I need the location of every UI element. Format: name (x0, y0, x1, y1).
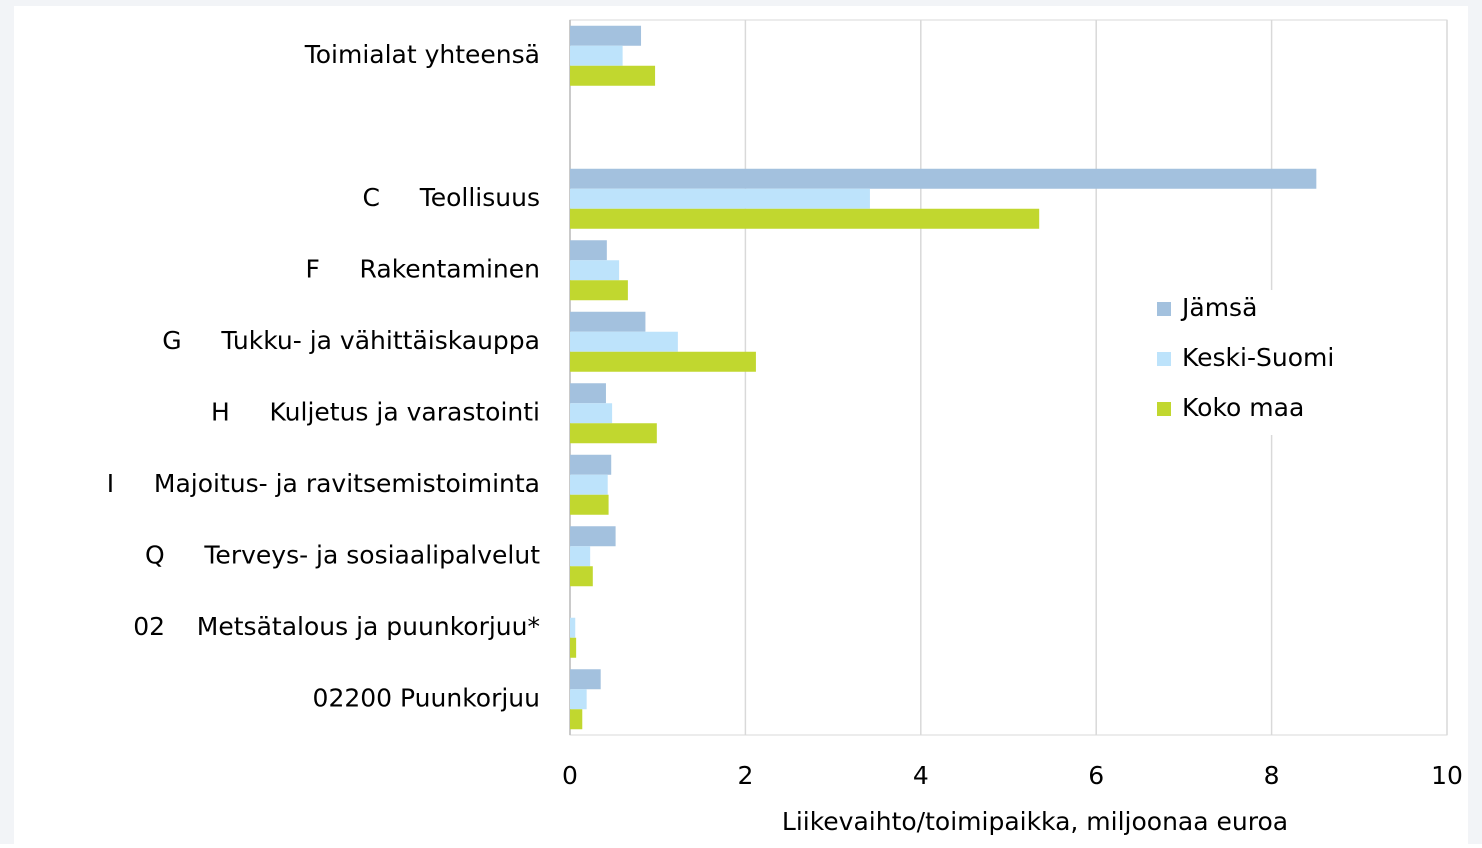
bar (570, 65, 656, 86)
legend-label: Keski-Suomi (1182, 343, 1334, 372)
bar (570, 311, 646, 332)
y-tick-label: 02200 Puunkorjuu (313, 683, 540, 712)
bar (570, 45, 623, 66)
y-tick-label: G Tukku- ja vähittäiskauppa (162, 326, 540, 355)
bar (570, 168, 1317, 189)
legend-label: Koko maa (1182, 393, 1304, 422)
x-tick-label: 0 (562, 761, 578, 790)
bar (570, 494, 609, 515)
y-tick-label: C Teollisuus (363, 183, 540, 212)
bar (570, 546, 591, 567)
bar (570, 566, 593, 587)
legend-swatch (1157, 302, 1171, 316)
bar (570, 454, 612, 475)
bar (570, 331, 678, 352)
bar (570, 280, 628, 301)
legend-box (1140, 290, 1355, 435)
y-tick-label: Toimialat yhteensä (304, 40, 540, 69)
x-tick-label: 8 (1264, 761, 1280, 790)
bar (570, 240, 607, 261)
legend-swatch (1157, 402, 1171, 416)
y-tick-label: H Kuljetus ja varastointi (211, 397, 540, 426)
bar (570, 188, 870, 209)
x-tick-label: 10 (1431, 761, 1463, 790)
y-tick-label: 02 Metsätalous ja puunkorjuu* (133, 612, 540, 641)
bar (570, 709, 583, 730)
x-axis-title: Liikevaihto/toimipaikka, miljoonaa euroa (782, 807, 1288, 836)
x-tick-label: 6 (1088, 761, 1104, 790)
x-tick-label: 2 (737, 761, 753, 790)
bar (570, 423, 657, 444)
bar (570, 403, 613, 424)
bar (570, 637, 577, 658)
bar (570, 25, 642, 46)
x-tick-label: 4 (913, 761, 929, 790)
y-tick-label: Q Terveys- ja sosiaalipalvelut (145, 540, 540, 569)
bar (570, 669, 601, 690)
y-tick-label: F Rakentaminen (305, 254, 540, 283)
bar (570, 689, 587, 710)
bar (570, 208, 1040, 229)
bar (570, 526, 616, 547)
bar (570, 351, 756, 372)
bar (570, 260, 620, 281)
legend-swatch (1157, 352, 1171, 366)
bar (570, 617, 576, 638)
bar (570, 474, 608, 495)
legend-label: Jämsä (1180, 293, 1257, 322)
bar (570, 383, 606, 404)
y-tick-label: I Majoitus- ja ravitsemistoiminta (107, 469, 540, 498)
